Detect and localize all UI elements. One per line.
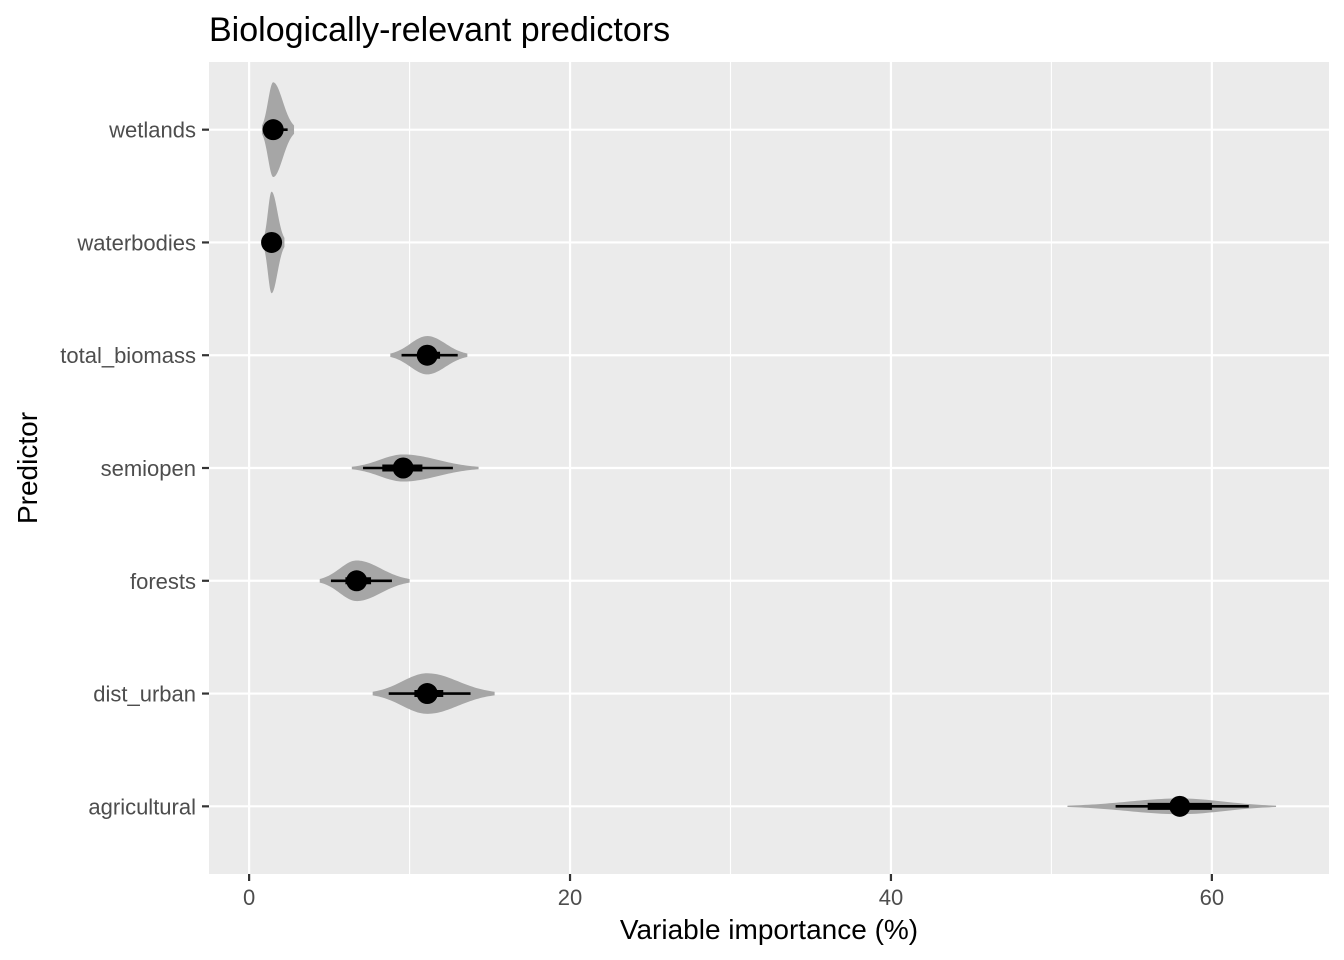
violin-layer [261,82,1277,817]
x-tick-label: 0 [243,885,255,910]
violin-waterbodies [261,191,285,294]
median-point [392,457,414,479]
median-point [1169,795,1191,817]
y-tick-label: total_biomass [60,343,196,368]
violin-forests [319,560,410,602]
chart-title: Biologically-relevant predictors [209,11,670,49]
y-axis-title: Predictor [12,412,43,524]
x-tick-label: 20 [558,885,582,910]
x-tick-label: 40 [879,885,903,910]
median-point [416,683,438,705]
median-point [416,344,438,366]
violin-agricultural [1067,795,1277,817]
y-tick-label: dist_urban [93,682,196,707]
violin-total_biomass [390,336,468,375]
y-tick-label: forests [130,569,196,594]
y-tick-label: semiopen [101,456,196,481]
violin-wetlands [261,82,295,178]
x-axis-title: Variable importance (%) [620,914,918,945]
median-point [262,119,284,141]
x-axis: 0 20 40 60 [243,874,1224,910]
y-tick-label: agricultural [88,794,196,819]
y-tick-label: wetlands [108,118,196,143]
x-tick-label: 60 [1200,885,1224,910]
median-point [261,231,283,253]
violin-semiopen [351,454,479,482]
y-axis: agricultural dist_urban forests semiopen tot… [60,118,209,819]
violin-dist_urban [372,673,495,714]
median-point [346,570,368,592]
y-tick-label: waterbodies [76,230,196,255]
